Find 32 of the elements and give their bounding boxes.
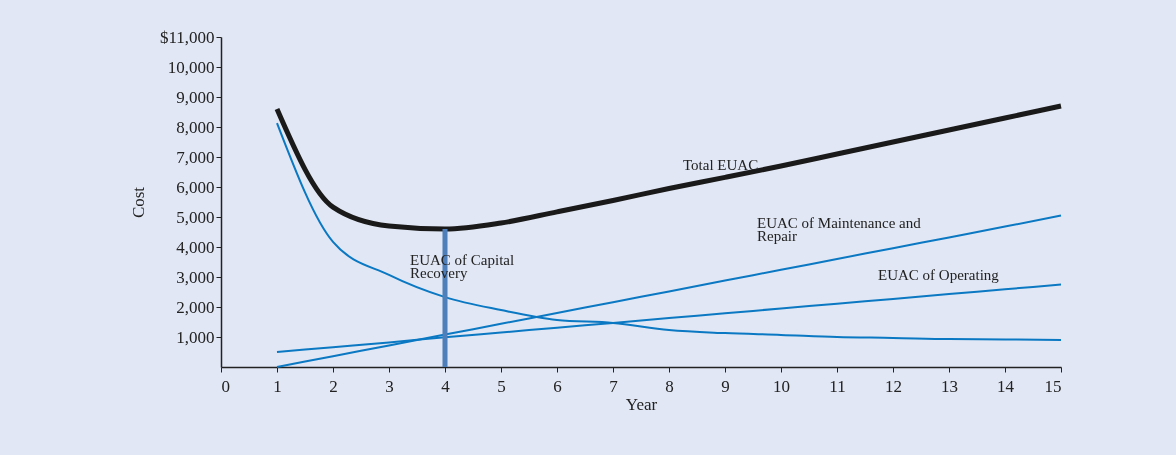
y-tick-label: 4,000 [176,237,215,257]
x-tick-label: 11 [829,376,846,396]
x-tick-label: 8 [665,376,674,396]
x-tick-label: 6 [553,376,562,396]
x-tick-label: 5 [497,376,506,396]
x-tick-label: 4 [441,376,451,396]
y-tick-label: 6,000 [176,177,215,197]
y-tick-label: 3,000 [176,267,215,287]
x-tick-label: 13 [941,376,958,396]
y-tick-label: 5,000 [176,207,215,227]
x-tick-label: 9 [721,376,730,396]
y-tick-label: 9,000 [176,87,215,107]
x-axis-title: Year [625,394,658,414]
annotation: EUAC of Operating [878,267,1000,283]
y-tick-label: $11,000 [159,27,215,47]
x-tick-label: 1 [273,376,282,396]
y-tick-label: 1,000 [176,327,215,347]
y-tick-label: 2,000 [176,297,215,317]
x-tick-label: 7 [609,376,619,396]
y-tick-label: 8,000 [176,117,215,137]
x-tick-label: 12 [885,376,902,396]
x-tick-label: 10 [773,376,790,396]
x-tick-label: 14 [997,376,1015,396]
x-tick-label: 3 [385,376,394,396]
y-tick-label: 10,000 [167,57,215,77]
x-tick-label: 0 [221,376,230,396]
y-tick-label: 7,000 [176,147,215,167]
y-axis-title: Cost [128,186,148,219]
x-tick-label: 15 [1044,376,1062,396]
annotation: EUAC of Maintenance and Repair [757,215,922,244]
x-tick-label: 2 [329,376,338,396]
annotation: Total EUAC [683,157,759,173]
